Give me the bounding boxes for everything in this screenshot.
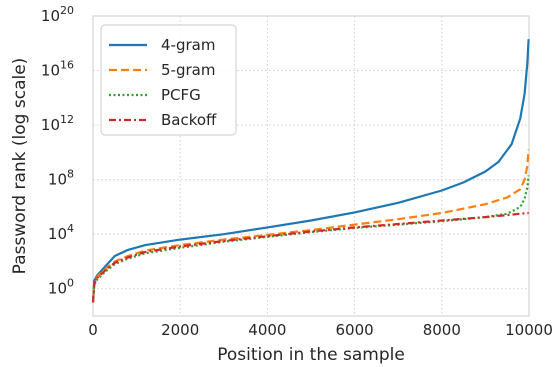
legend-box (100, 24, 237, 136)
tick-labels: 0 2000 4000 6000 8000 10000 100 104 108 1012 1016 1… (41, 4, 553, 339)
y-tick-label: 1020 (41, 4, 74, 25)
series-line-4-gram (91, 39, 530, 303)
x-axis-label: Position in the sample (217, 345, 405, 365)
y-tick-label: 1012 (41, 113, 74, 134)
series-lines (91, 39, 530, 303)
x-tick-label: 2000 (161, 321, 199, 339)
y-tick-label: 100 (48, 277, 74, 298)
legend-label: 4-gram (161, 36, 215, 54)
y-tick-label: 1016 (41, 59, 74, 80)
legend: 4-gram 5-gram PCFG Backoff (100, 24, 237, 136)
legend-label: Backoff (161, 111, 217, 129)
x-tick-label: 4000 (248, 321, 286, 339)
series-line-5-gram (91, 149, 530, 303)
x-tick-label: 8000 (423, 321, 461, 339)
plot-frame (92, 15, 530, 317)
x-tick-label: 10000 (505, 321, 553, 339)
legend-label: 5-gram (161, 61, 215, 79)
x-tick-label: 0 (88, 321, 98, 339)
legend-label: PCFG (161, 86, 201, 104)
series-line-pcfg (91, 175, 530, 303)
y-tick-label: 108 (48, 168, 74, 189)
series-line-backoff (91, 211, 529, 303)
y-tick-label: 104 (48, 222, 74, 243)
y-axis-label: Password rank (log scale) (10, 58, 30, 275)
x-tick-label: 6000 (336, 321, 374, 339)
